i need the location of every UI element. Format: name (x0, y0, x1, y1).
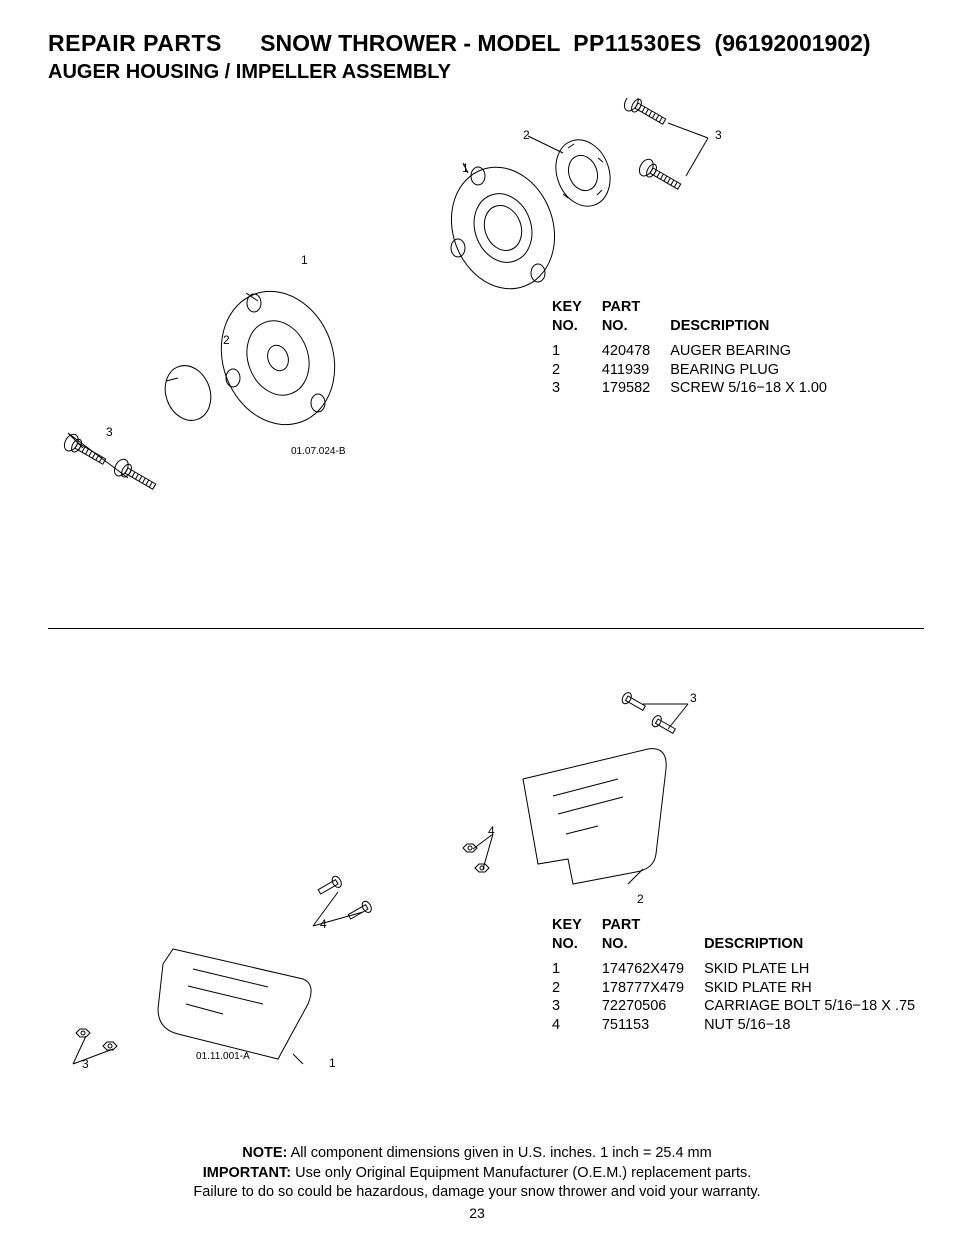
diagram-callout-2b: 2 (223, 333, 230, 347)
bearing-assembly-diagram-icon (58, 253, 368, 493)
note-label: NOTE: (242, 1145, 287, 1161)
col-part-no: PARTNO. (602, 916, 704, 960)
page-number: 23 (0, 1205, 954, 1221)
page-subtitle: AUGER HOUSING / IMPELLER ASSEMBLY (48, 61, 924, 84)
model-number: PP11530ES (573, 30, 702, 56)
col-part-no: PARTNO. (602, 298, 670, 342)
table-row: 1 174762X479 SKID PLATE LH (552, 960, 915, 979)
diagram-callout-s2-1: 1 (329, 1056, 336, 1070)
diagram-callout-s2-4a: 4 (488, 824, 495, 838)
important-text: Use only Original Equipment Manufacturer… (291, 1165, 751, 1181)
diagram-callout-s2-4b: 4 (320, 917, 327, 931)
table-row: 4 751153 NUT 5/16−18 (552, 1016, 915, 1035)
repair-parts-page: REPAIR PARTS SNOW THROWER - MODEL PP1153… (0, 0, 954, 1235)
table-row: 2 411939 BEARING PLUG (552, 361, 827, 380)
diagram-callout-1: 1 (462, 161, 469, 175)
model-code: (96192001902) (715, 30, 871, 56)
table-row: 3 72270506 CARRIAGE BOLT 5/16−18 X .75 (552, 997, 915, 1016)
table-row: 3 179582 SCREW 5/16−18 X 1.00 (552, 379, 827, 398)
diagram-callout-3: 3 (715, 128, 722, 142)
auger-bearing-parts-table: KEYNO. PARTNO. DESCRIPTION 1 420478 AUGE… (552, 298, 827, 398)
diagram-callout-2: 2 (523, 128, 530, 142)
diagram-callout-s2-2: 2 (637, 892, 644, 906)
table-row: 1 420478 AUGER BEARING (552, 342, 827, 361)
footer-warranty: Failure to do so could be hazardous, dam… (0, 1183, 954, 1203)
skid-plate-parts-table: KEYNO. PARTNO. DESCRIPTION 1 174762X479 … (552, 916, 915, 1035)
col-description: DESCRIPTION (704, 916, 915, 960)
diagram-callout-s2-3b: 3 (82, 1057, 89, 1071)
figure-code-2: 01.11.001-A (196, 1051, 250, 1062)
table-row: 2 178777X479 SKID PLATE RH (552, 979, 915, 998)
skid-plate-rh-diagram-icon (418, 684, 718, 904)
note-text: All component dimensions given in U.S. i… (287, 1145, 711, 1161)
footer-important: IMPORTANT: Use only Original Equipment M… (0, 1164, 954, 1184)
footer-note: NOTE: All component dimensions given in … (0, 1144, 954, 1164)
figure-code-1: 01.07.024-B (291, 446, 346, 457)
repair-parts-label: REPAIR PARTS (48, 30, 222, 56)
important-label: IMPORTANT: (203, 1165, 291, 1181)
col-description: DESCRIPTION (670, 298, 827, 342)
product-label: SNOW THROWER - MODEL (260, 30, 560, 56)
auger-bearing-section: 1 2 3 (48, 98, 924, 618)
section-divider (48, 628, 924, 629)
bearing-exploded-diagram-icon (408, 98, 728, 308)
col-key-no: KEYNO. (552, 916, 602, 960)
page-footer: NOTE: All component dimensions given in … (0, 1144, 954, 1203)
diagram-callout-s2-3a: 3 (690, 691, 697, 705)
skid-plate-lh-diagram-icon (58, 864, 388, 1074)
col-key-no: KEYNO. (552, 298, 602, 342)
diagram-callout-1b: 1 (301, 253, 308, 267)
diagram-callout-3b: 3 (106, 425, 113, 439)
page-header-line1: REPAIR PARTS SNOW THROWER - MODEL PP1153… (48, 30, 924, 57)
skid-plate-section: 3 2 4 (48, 674, 924, 1134)
